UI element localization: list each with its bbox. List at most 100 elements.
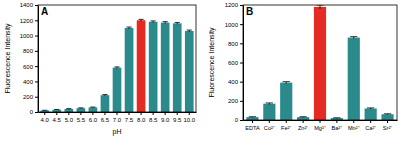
panel: 020040060080010001200EDTACo²⁺Fe²⁺Zn²⁺Mg²… <box>208 2 397 131</box>
x-tick-label: 7.5 <box>125 117 134 123</box>
bar <box>137 20 146 112</box>
x-tick: 5.0 <box>65 112 74 123</box>
y-tick-label: 200 <box>228 98 239 104</box>
x-tick: 4.0 <box>41 112 50 123</box>
y-tick-mark <box>240 24 243 25</box>
bar <box>125 28 134 112</box>
y-tick: 400 <box>23 79 38 85</box>
y-tick-mark <box>35 112 38 113</box>
error-cap <box>126 27 131 28</box>
x-tick-mark <box>252 120 253 123</box>
bar <box>161 23 170 112</box>
y-tick: 1200 <box>225 2 243 8</box>
error-cap <box>175 22 180 23</box>
x-tick: Zn²⁺ <box>298 120 308 131</box>
error-bar <box>187 30 192 32</box>
y-tick-label: 1200 <box>225 2 239 8</box>
bar <box>77 108 86 112</box>
x-tick: Fe²⁺ <box>281 120 291 131</box>
x-tick-mark <box>141 112 142 115</box>
y-axis: 0200400600800100012001400 <box>20 2 39 115</box>
x-tick: EDTA <box>245 120 260 131</box>
error-bar <box>249 116 256 118</box>
y-tick-label: 600 <box>228 60 239 66</box>
bar <box>89 107 98 112</box>
error-bar <box>283 82 290 84</box>
y-tick-label: 800 <box>23 48 34 54</box>
y-tick: 200 <box>23 94 38 100</box>
x-tick-mark <box>56 112 57 115</box>
x-tick-label: 4.0 <box>41 117 50 123</box>
error-bar <box>266 103 273 105</box>
error-cap <box>367 107 374 108</box>
x-tick-mark <box>129 112 130 115</box>
error-cap <box>42 110 47 111</box>
x-tick-label: 5.5 <box>77 117 86 123</box>
y-tick-mark <box>240 5 243 6</box>
error-bar <box>384 113 391 115</box>
y-tick: 200 <box>228 98 243 104</box>
x-tick-mark <box>117 112 118 115</box>
bar <box>365 109 377 121</box>
bar <box>101 95 110 112</box>
y-tick: 600 <box>23 64 38 70</box>
x-tick: 4.5 <box>53 112 62 123</box>
x-tick-label: 8.0 <box>137 117 146 123</box>
y-tick-mark <box>35 81 38 82</box>
x-tick: 9.0 <box>161 112 170 123</box>
y-tick-label: 0 <box>30 109 34 115</box>
error-bar <box>350 37 357 39</box>
x-tick: 8.5 <box>149 112 158 123</box>
panel: 02004006008001000120014004.04.55.05.56.0… <box>4 2 196 136</box>
error-bar <box>367 108 374 109</box>
x-tick-label: Ca²⁺ <box>365 125 376 131</box>
error-bar <box>66 108 71 110</box>
y-axis: 020040060080010001200 <box>225 2 244 123</box>
x-tick-mark <box>353 120 354 123</box>
x-tick-label: 9.0 <box>161 117 170 123</box>
panel-label: A <box>41 6 48 17</box>
y-axis-title: Fluorescence Intensity <box>4 23 12 94</box>
bar <box>246 117 258 120</box>
x-tick: 7.5 <box>125 112 134 123</box>
x-tick-label: 5.0 <box>65 117 74 123</box>
x-tick: Mg²⁺ <box>314 120 326 131</box>
y-tick-mark <box>35 97 38 98</box>
error-bar <box>333 117 340 119</box>
y-tick-label: 1000 <box>225 22 239 28</box>
y-tick-label: 800 <box>228 41 239 47</box>
x-tick: 5.5 <box>77 112 86 123</box>
x-tick-label: Co²⁺ <box>264 125 275 131</box>
y-tick-label: 0 <box>235 117 239 123</box>
y-tick-label: 200 <box>23 94 34 100</box>
bar <box>113 68 122 112</box>
x-tick-label: Sr²⁺ <box>383 125 392 131</box>
x-tick-label: Ba²⁺ <box>332 125 343 131</box>
y-tick-mark <box>35 20 38 21</box>
x-tick-label: 10.0 <box>183 117 195 123</box>
x-tick-mark <box>387 120 388 123</box>
frame <box>38 5 196 112</box>
x-tick-label: Mn²⁺ <box>348 125 360 131</box>
x-tick-label: 6.5 <box>101 117 110 123</box>
x-tick-mark <box>177 112 178 115</box>
error-bar <box>175 22 180 24</box>
bar <box>297 117 309 120</box>
error-bar <box>151 21 156 23</box>
x-tick-mark <box>370 120 371 123</box>
error-cap <box>54 109 59 110</box>
error-cap <box>78 107 83 108</box>
error-cap <box>102 94 107 95</box>
error-cap <box>333 117 340 118</box>
error-bar <box>316 5 323 9</box>
error-bar <box>102 95 107 96</box>
y-tick: 1000 <box>225 22 243 28</box>
y-tick-label: 1400 <box>20 2 34 8</box>
x-tick-mark <box>80 112 81 115</box>
error-cap <box>151 20 156 21</box>
error-cap <box>163 21 168 22</box>
bar <box>280 83 292 120</box>
x-tick-label: 7.0 <box>113 117 122 123</box>
x-tick-mark <box>92 112 93 115</box>
error-bar <box>138 19 143 21</box>
